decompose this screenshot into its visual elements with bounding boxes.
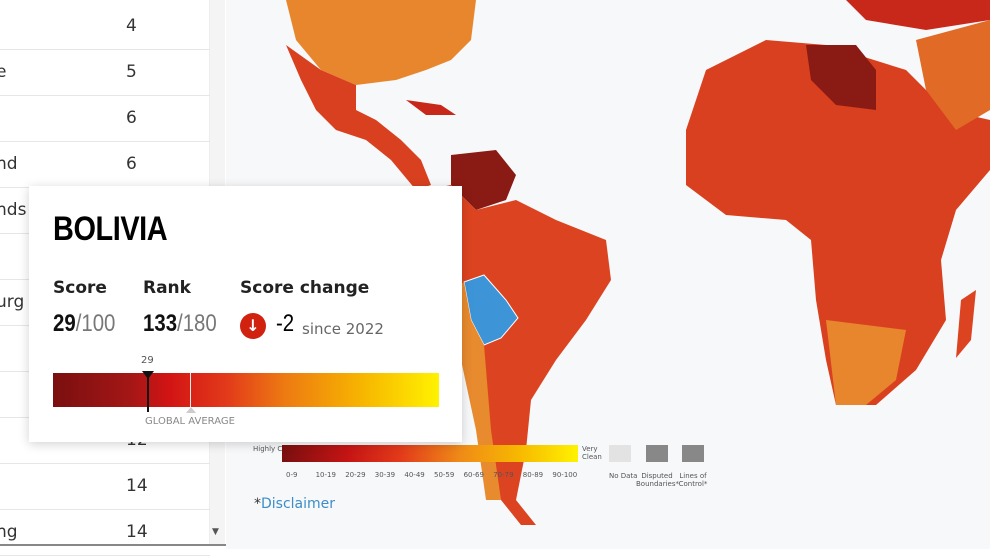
middle-east bbox=[916, 20, 990, 130]
disclaimer-text: Disclaimer bbox=[261, 496, 336, 512]
no-data-swatch bbox=[609, 445, 631, 462]
table-row[interactable]: ng 14 bbox=[0, 510, 210, 556]
table-row[interactable]: 6 bbox=[0, 96, 210, 142]
rank-value: 6 bbox=[126, 108, 137, 128]
country-name: urg bbox=[0, 292, 25, 312]
legend-low-label: Highly Corrupt bbox=[253, 445, 304, 453]
venezuela bbox=[451, 150, 516, 210]
since-year: since 2022 bbox=[302, 320, 384, 338]
divider bbox=[0, 544, 226, 546]
legend-high-label: Very Clean bbox=[582, 445, 602, 461]
legend-gradient bbox=[282, 445, 578, 462]
libya bbox=[806, 45, 876, 110]
score-marker-icon bbox=[142, 371, 154, 379]
legend-tick: 0-9 bbox=[286, 471, 298, 479]
country-name: nd bbox=[0, 154, 18, 174]
south-africa-region bbox=[826, 320, 906, 405]
score-marker-label: 29 bbox=[141, 355, 154, 366]
legend-tick: 70-79 bbox=[493, 471, 514, 479]
arrow-down-icon: ↓ bbox=[240, 313, 266, 339]
table-row[interactable]: 14 bbox=[0, 464, 210, 510]
legend-tick: 10-19 bbox=[315, 471, 336, 479]
madagascar bbox=[956, 290, 976, 358]
legend-tick: 90-100 bbox=[552, 471, 578, 479]
country-name: nds bbox=[0, 200, 27, 220]
disputed-swatch bbox=[646, 445, 668, 462]
rank-value: 14 bbox=[126, 522, 148, 542]
legend-tick: 60-69 bbox=[463, 471, 484, 479]
rank-value: 4 bbox=[126, 16, 137, 36]
disclaimer-link[interactable]: *Disclaimer bbox=[254, 496, 335, 512]
north-america bbox=[286, 0, 476, 85]
score-value: 29/100 bbox=[53, 310, 115, 338]
rank-label: Rank bbox=[143, 278, 191, 298]
score-label: Score bbox=[53, 278, 107, 298]
global-average-line bbox=[190, 373, 191, 407]
score-change-label: Score change bbox=[240, 278, 370, 298]
legend-tick: 20-29 bbox=[345, 471, 366, 479]
table-row[interactable]: 4 bbox=[0, 4, 210, 50]
legend-tick: 80-89 bbox=[522, 471, 544, 479]
disclaimer-star: * bbox=[254, 496, 261, 512]
legend-tick: 40-49 bbox=[404, 471, 425, 479]
bolivia-highlight bbox=[463, 274, 519, 346]
legend-tick: 50-59 bbox=[434, 471, 455, 479]
global-average-marker-icon bbox=[186, 407, 196, 413]
rank-number: 133 bbox=[143, 310, 178, 337]
lines-label: Lines of Control* bbox=[678, 472, 708, 488]
scroll-down-icon[interactable]: ▼ bbox=[212, 527, 219, 537]
table-row[interactable]: nd 6 bbox=[0, 142, 210, 188]
country-name: e bbox=[0, 62, 7, 82]
europe bbox=[846, 0, 990, 30]
score-gradient-bar bbox=[53, 373, 439, 407]
score-number: 29 bbox=[53, 310, 76, 337]
south-america bbox=[426, 185, 611, 525]
mexico-central-america bbox=[286, 45, 431, 190]
country-title: BOLIVIA bbox=[53, 210, 168, 248]
global-average-label: GLOBAL AVERAGE bbox=[145, 416, 235, 427]
score-marker bbox=[147, 372, 149, 412]
rank-max: /180 bbox=[177, 310, 217, 337]
country-name: ng bbox=[0, 522, 18, 542]
disputed-label: Disputed Boundaries* bbox=[636, 472, 679, 488]
no-data-label: No Data bbox=[609, 472, 638, 480]
rank-value: 5 bbox=[126, 62, 137, 82]
africa bbox=[686, 40, 990, 405]
country-tooltip-card: BOLIVIA Score Rank Score change 29/100 1… bbox=[29, 186, 462, 442]
score-max: /100 bbox=[75, 310, 116, 337]
caribbean bbox=[406, 100, 456, 115]
score-change-value: -2 bbox=[276, 310, 295, 337]
legend-tick: 30-39 bbox=[374, 471, 396, 479]
rank-value: 133/180 bbox=[143, 310, 217, 338]
lines-swatch bbox=[682, 445, 704, 462]
rank-value: 14 bbox=[126, 476, 148, 496]
rank-value: 6 bbox=[126, 154, 137, 174]
